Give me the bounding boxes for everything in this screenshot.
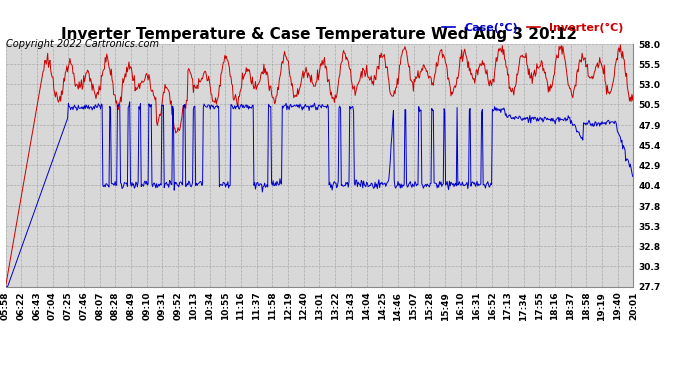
Legend: Case(°C), Inverter(°C): Case(°C), Inverter(°C): [437, 18, 628, 37]
Text: Copyright 2022 Cartronics.com: Copyright 2022 Cartronics.com: [6, 39, 159, 50]
Title: Inverter Temperature & Case Temperature Wed Aug 3 20:12: Inverter Temperature & Case Temperature …: [61, 27, 578, 42]
